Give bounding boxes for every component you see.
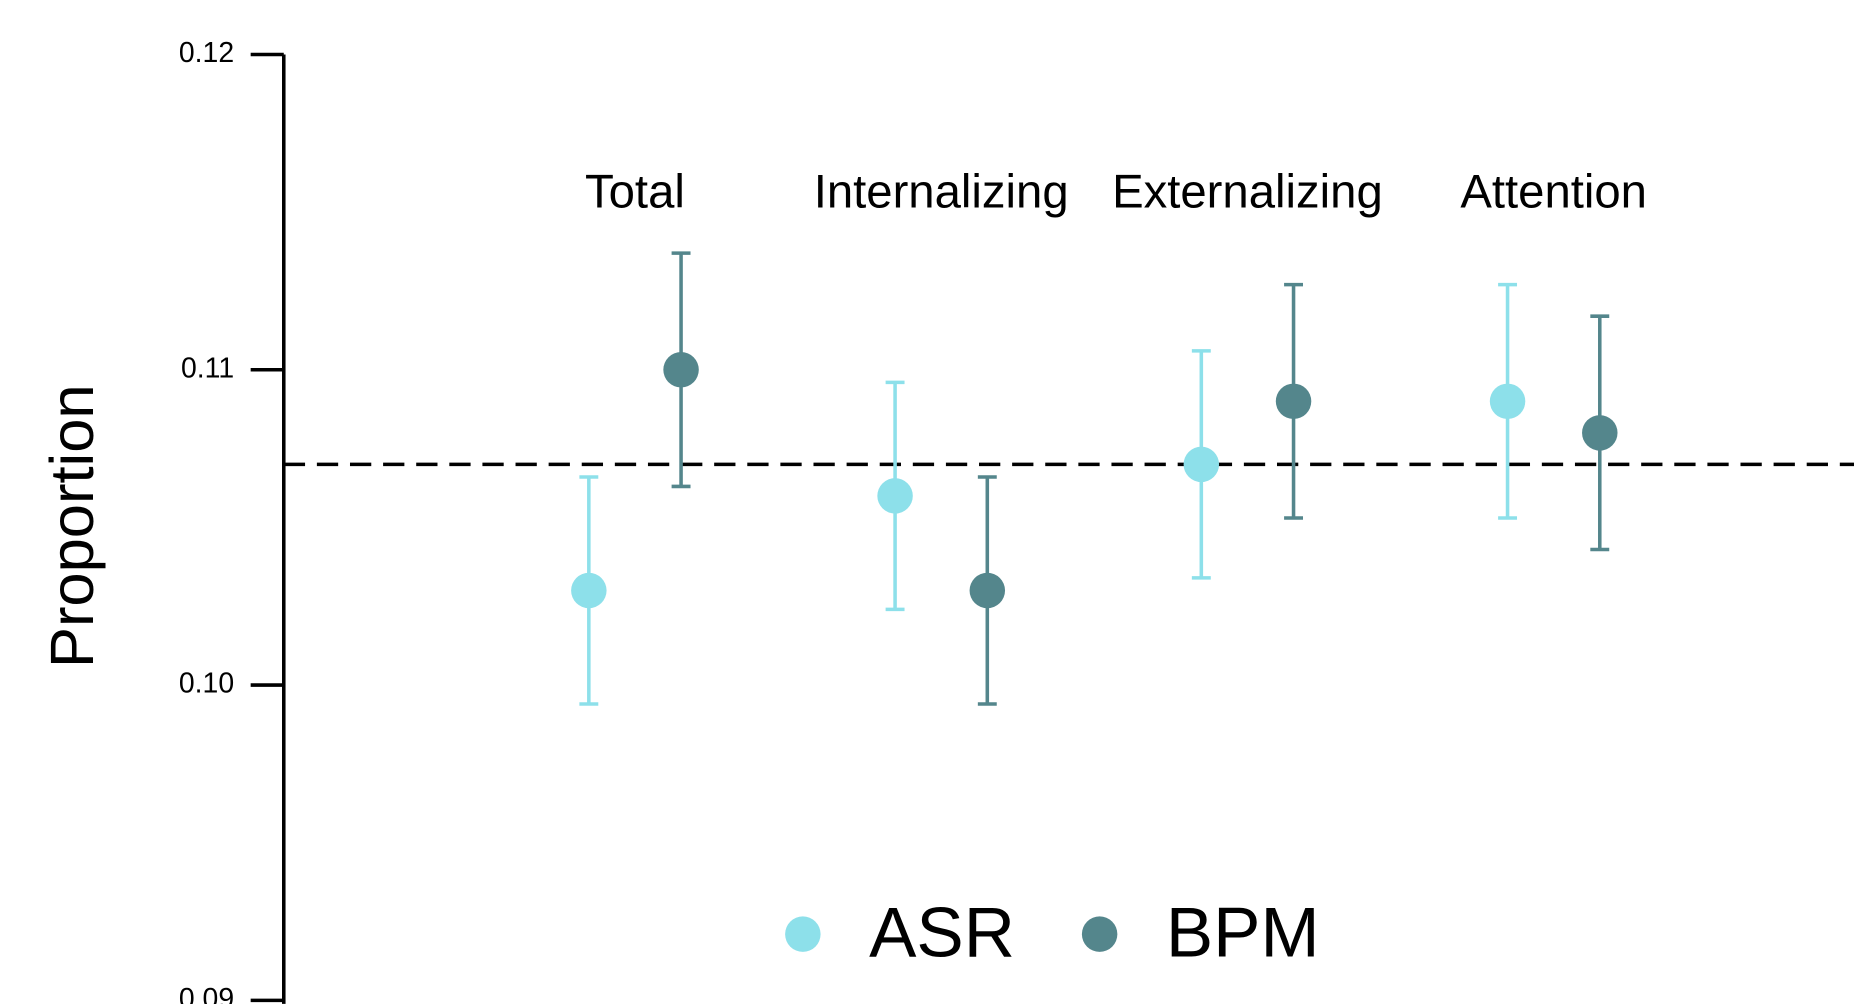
legend-label: BPM [1166,893,1320,972]
point [969,572,1006,609]
y-tick-label: 0.11 [181,352,234,384]
point [571,572,607,609]
category-label: Internalizing [814,166,1069,219]
category-label: Total [585,166,685,219]
legend-marker [785,916,821,952]
y-tick-label: 0.12 [179,37,234,69]
point [1275,383,1312,420]
category-label: Attention [1460,166,1647,219]
legend-marker [1081,916,1118,952]
point [1489,383,1526,420]
category-label: Externalizing [1112,166,1383,219]
point [663,352,699,388]
point [1582,415,1618,451]
point [1183,446,1220,483]
y-axis-label: Proportion [38,384,107,668]
point [877,478,913,514]
y-tick-label: 0.09 [179,983,234,1004]
y-tick-label: 0.10 [179,668,234,700]
legend-label: ASR [869,893,1015,972]
